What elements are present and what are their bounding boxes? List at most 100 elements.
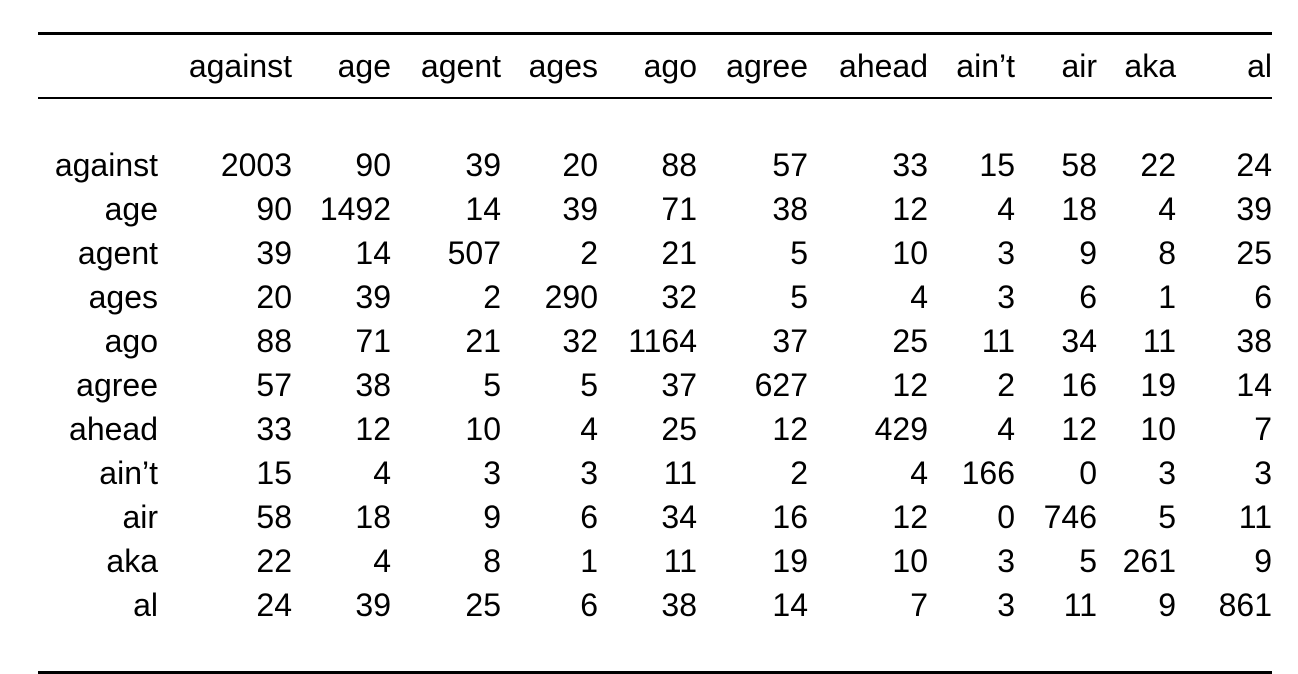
table-cell: 5 (1158, 499, 1176, 535)
table-cell: 25 (892, 323, 928, 359)
header-rule (38, 97, 1272, 99)
table-cell: 2 (483, 279, 501, 315)
table-row: agree 57 38 5 5 37 627 12 2 16 19 14 (38, 363, 1272, 407)
table-cell: 12 (892, 499, 928, 535)
table-cell: 11 (981, 323, 1015, 359)
table-cell: 8 (483, 543, 501, 579)
table-cell: 21 (661, 235, 697, 271)
table-cell: 9 (1254, 543, 1272, 579)
table-cell: 12 (892, 191, 928, 227)
table-cell: 290 (544, 279, 598, 315)
table-row: aka 22 4 8 1 11 19 10 3 5 261 9 (38, 539, 1272, 583)
table-cell: 11 (663, 455, 697, 491)
table-cell: 58 (1061, 147, 1097, 183)
column-header: agree (726, 47, 808, 84)
table-cell: 21 (465, 323, 501, 359)
table-cell: 4 (910, 279, 928, 315)
table-cell: 16 (772, 499, 808, 535)
table-cell: 38 (661, 587, 697, 623)
table-cell: 0 (997, 499, 1015, 535)
table-cell: 90 (355, 147, 391, 183)
table-cell: 6 (1079, 279, 1097, 315)
table-cell: 8 (1158, 235, 1176, 271)
table-cell: 34 (661, 499, 697, 535)
header-corner-cell (38, 35, 158, 97)
table-cell: 3 (1158, 455, 1176, 491)
row-label: agree (76, 367, 158, 403)
table-cell: 39 (465, 147, 501, 183)
table-cell: 11 (1142, 323, 1176, 359)
table-cell: 38 (1236, 323, 1272, 359)
table-cell: 14 (1236, 367, 1272, 403)
table-cell: 22 (1140, 147, 1176, 183)
table-cell: 7 (910, 587, 928, 623)
table-cell: 88 (256, 323, 292, 359)
table-cell: 58 (256, 499, 292, 535)
table-cell: 627 (754, 367, 808, 403)
table-cell: 12 (355, 411, 391, 447)
column-header: ago (643, 47, 697, 84)
table-cell: 33 (256, 411, 292, 447)
table-cell: 32 (562, 323, 598, 359)
table-cell: 57 (772, 147, 808, 183)
table-row: air 58 18 9 6 34 16 12 0 746 5 11 (38, 495, 1272, 539)
table-cell: 20 (562, 147, 598, 183)
table-cell: 5 (790, 279, 808, 315)
table-cell: 11 (1238, 499, 1272, 535)
table-cell: 6 (580, 587, 598, 623)
table-cell: 14 (772, 587, 808, 623)
table-cell: 25 (1236, 235, 1272, 271)
table-cell: 10 (892, 235, 928, 271)
table-cell: 1 (580, 543, 598, 579)
table-cell: 39 (1236, 191, 1272, 227)
column-header: ain’t (956, 47, 1015, 84)
table-cell: 12 (772, 411, 808, 447)
table-cell: 4 (997, 191, 1015, 227)
table-row: agent 39 14 507 2 21 5 10 3 9 8 25 (38, 231, 1272, 275)
table-cell: 24 (256, 587, 292, 623)
table-row: ago 88 71 21 32 1164 37 25 11 34 11 38 (38, 319, 1272, 363)
cooccurrence-table-body: against 2003 90 39 20 88 57 33 15 58 22 24 age 90 1492… (38, 99, 1272, 671)
table-cell: 10 (1140, 411, 1176, 447)
table-cell: 2 (790, 455, 808, 491)
table-cell: 32 (661, 279, 697, 315)
table-cell: 5 (790, 235, 808, 271)
table-cell: 57 (256, 367, 292, 403)
table-cell: 34 (1061, 323, 1097, 359)
table-cell: 3 (1254, 455, 1272, 491)
table-row: al 24 39 25 6 38 14 7 3 11 9 861 (38, 583, 1272, 627)
table-cell: 71 (355, 323, 391, 359)
table-cell: 2003 (220, 147, 292, 183)
table-cell: 4 (1158, 191, 1176, 227)
row-label: agent (77, 235, 158, 271)
table-cell: 429 (874, 411, 928, 447)
table-cell: 15 (979, 147, 1015, 183)
table-cell: 746 (1043, 499, 1097, 535)
table-cell: 22 (256, 543, 292, 579)
row-label: ain’t (99, 455, 158, 491)
table-header: against age agent ages ago agree ahead ain’t air… (38, 35, 1272, 97)
table-cell: 38 (355, 367, 391, 403)
row-label: ago (104, 323, 158, 359)
table-cell: 7 (1254, 411, 1272, 447)
cooccurrence-table: against age agent ages ago agree ahead ain’t air… (38, 35, 1272, 97)
table-cell: 39 (256, 235, 292, 271)
column-header: air (1061, 47, 1097, 84)
table-cell: 5 (483, 367, 501, 403)
table-cell: 0 (1079, 455, 1097, 491)
column-header: age (337, 47, 391, 84)
header-row: against age agent ages ago agree ahead ain’t air… (38, 35, 1272, 97)
table-cell: 88 (661, 147, 697, 183)
row-label: aka (106, 543, 158, 579)
row-label: against (54, 147, 158, 183)
table-cell: 37 (772, 323, 808, 359)
table-cell: 261 (1122, 543, 1176, 579)
table-cell: 18 (1061, 191, 1097, 227)
table-cell: 5 (580, 367, 598, 403)
table-cell: 12 (892, 367, 928, 403)
table-cell: 24 (1236, 147, 1272, 183)
table-cell: 25 (661, 411, 697, 447)
row-label: ahead (69, 411, 158, 447)
column-header: aka (1124, 47, 1176, 84)
table-row: ain’t 15 4 3 3 11 2 4 166 0 3 3 (38, 451, 1272, 495)
